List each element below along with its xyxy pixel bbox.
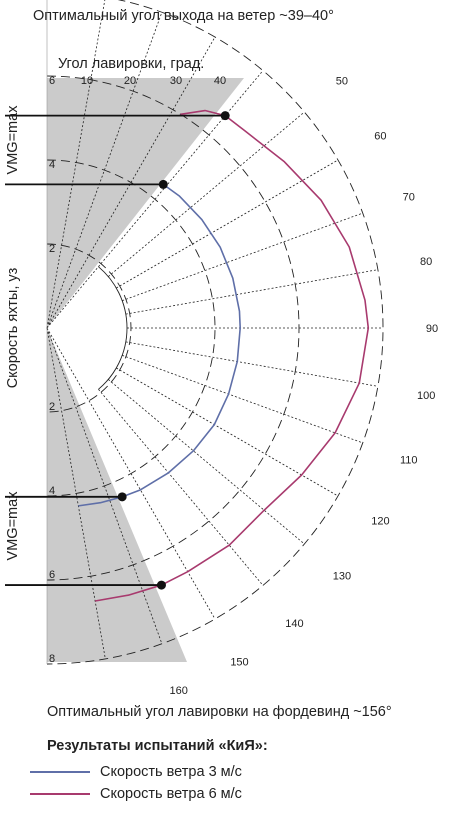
legend-item-wind-3: Скорость ветра 3 м/с — [30, 764, 242, 780]
angle-tick-label-60: 60 — [374, 131, 386, 143]
angle-tick-label-90: 90 — [426, 323, 438, 335]
series-line-1 — [78, 183, 241, 507]
chart-title: Угол лавировки, град. — [58, 56, 204, 72]
upwind-sector — [47, 78, 244, 328]
vmg-label-downwind: VMG=max — [5, 491, 21, 561]
angle-tick-label-150: 150 — [230, 656, 248, 668]
angle-tick-label-100: 100 — [417, 390, 435, 402]
angle-ray-60 — [116, 159, 339, 289]
angle-tick-label-70: 70 — [403, 191, 415, 203]
angle-tick-label-30: 30 — [170, 75, 182, 87]
speed-tick-upper-4: 4 — [49, 159, 55, 171]
angle-tick-label-80: 80 — [420, 256, 432, 268]
speed-tick-lower-4: 4 — [49, 485, 55, 497]
angle-tick-label-110: 110 — [400, 455, 418, 467]
speed-tick-lower-8: 8 — [49, 653, 55, 665]
vmg-point-3 — [117, 492, 127, 502]
speed-tick-lower-2: 2 — [49, 401, 55, 413]
angle-tick-label-40: 40 — [214, 75, 226, 87]
legend-label-wind-6: Скорость ветра 6 м/с — [100, 786, 242, 802]
speed-circle-8 — [46, 0, 384, 665]
angle-ray-50 — [108, 111, 305, 277]
legend-item-wind-6: Скорость ветра 6 м/с — [30, 786, 242, 802]
legend-swatch-wind-6 — [30, 793, 90, 795]
results-title: Результаты испытаний «КиЯ»: — [47, 738, 268, 754]
angle-tick-label-130: 130 — [333, 570, 351, 582]
speed-circle-2 — [46, 243, 132, 413]
optimal-downwind-angle-note: Оптимальный угол лавировки на фордевинд … — [47, 704, 392, 720]
inner-arc — [98, 266, 128, 390]
angle-tick-label-20: 20 — [124, 75, 136, 87]
legend-swatch-wind-3 — [30, 771, 90, 773]
angle-ray-140 — [98, 389, 264, 586]
angle-ray-100 — [125, 341, 378, 387]
vmg-point-1 — [220, 111, 230, 121]
angle-tick-label-140: 140 — [285, 618, 303, 630]
vmg-label-upwind: VMG=max — [5, 105, 21, 175]
angle-ray-130 — [108, 379, 305, 545]
angle-ray-120 — [116, 367, 339, 497]
speed-tick-upper-2: 2 — [49, 243, 55, 255]
polar-chart: 1020304050607080901001101201301401501601… — [5, 0, 438, 697]
legend-label-wind-3: Скорость ветра 3 м/с — [100, 764, 242, 780]
speed-circle-6 — [46, 75, 300, 581]
angle-ray-80 — [125, 269, 378, 315]
angle-tick-label-50: 50 — [336, 76, 348, 88]
angle-ray-110 — [122, 354, 363, 444]
series-line-2 — [94, 109, 370, 602]
angle-tick-label-120: 120 — [371, 516, 389, 528]
radial-axis-label: Скорость яхты, уз — [5, 267, 21, 388]
angle-tick-label-160: 160 — [169, 685, 187, 697]
speed-tick-upper-6: 6 — [49, 75, 55, 87]
angle-tick-label-10: 10 — [81, 75, 93, 87]
vmg-point-4 — [156, 580, 166, 590]
vmg-point-2 — [158, 179, 168, 189]
downwind-sector — [47, 328, 187, 662]
speed-tick-lower-6: 6 — [49, 569, 55, 581]
angle-ray-70 — [122, 212, 363, 302]
optimal-upwind-angle-note: Оптимальный угол выхода на ветер ~39–40° — [33, 8, 334, 24]
